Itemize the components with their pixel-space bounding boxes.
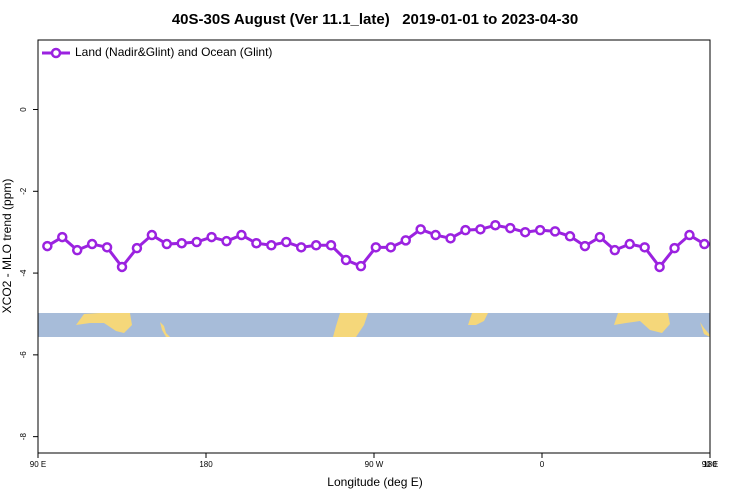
data-point bbox=[609, 244, 621, 256]
x-tick-label: 180 bbox=[703, 460, 717, 469]
data-point bbox=[86, 238, 98, 250]
legend-marker bbox=[50, 47, 62, 59]
data-point bbox=[624, 238, 635, 250]
data-point bbox=[236, 229, 247, 241]
data-point bbox=[684, 229, 695, 241]
y-axis-label: XCO2 - MLO trend (ppm) bbox=[0, 179, 14, 314]
x-axis-label: Longitude (deg E) bbox=[327, 475, 422, 489]
y-tick-label: -2 bbox=[19, 187, 28, 195]
data-point bbox=[579, 240, 591, 252]
data-point bbox=[191, 236, 202, 248]
data-point bbox=[505, 222, 516, 234]
data-point bbox=[430, 229, 441, 241]
data-point bbox=[176, 237, 187, 249]
data-point bbox=[549, 226, 561, 237]
data-point bbox=[400, 235, 411, 246]
data-point bbox=[370, 242, 382, 253]
x-tick-label: 180 bbox=[199, 460, 213, 469]
data-point bbox=[564, 231, 576, 242]
data-point bbox=[295, 242, 307, 253]
y-tick-label: -6 bbox=[19, 351, 28, 359]
data-point bbox=[310, 240, 322, 251]
y-tick-label: -4 bbox=[19, 269, 28, 277]
data-point bbox=[57, 231, 68, 243]
data-point bbox=[594, 231, 606, 243]
data-point bbox=[266, 240, 277, 251]
data-point bbox=[445, 233, 456, 244]
legend-label: Land (Nadir&Glint) and Ocean (Glint) bbox=[75, 45, 272, 59]
data-point bbox=[355, 260, 367, 272]
data-point bbox=[415, 224, 426, 235]
data-point bbox=[475, 224, 486, 235]
data-point bbox=[161, 238, 173, 250]
data-point bbox=[281, 236, 292, 248]
data-point bbox=[460, 224, 471, 236]
data-point bbox=[699, 238, 710, 250]
data-point bbox=[534, 224, 546, 236]
data-point bbox=[669, 242, 680, 254]
chart-title: 40S-30S August (Ver 11.1_late) 2019-01-0… bbox=[172, 11, 578, 28]
data-point bbox=[340, 254, 352, 266]
data-point bbox=[639, 242, 650, 253]
data-point bbox=[490, 219, 501, 231]
data-point bbox=[251, 237, 262, 249]
data-point bbox=[71, 244, 83, 256]
y-tick-label: 0 bbox=[19, 107, 28, 112]
data-point bbox=[385, 242, 397, 253]
data-point bbox=[116, 261, 128, 273]
data-point bbox=[131, 242, 143, 254]
map-strip bbox=[38, 313, 710, 337]
data-point bbox=[42, 240, 53, 252]
data-point bbox=[325, 240, 337, 251]
x-tick-label: 90 E bbox=[30, 460, 46, 469]
x-tick-label: 0 bbox=[540, 460, 545, 469]
data-point bbox=[146, 229, 158, 241]
y-tick-label: -8 bbox=[19, 433, 28, 441]
data-point bbox=[206, 231, 217, 243]
data-point bbox=[519, 226, 531, 238]
data-point bbox=[221, 235, 232, 247]
x-tick-label: 90 W bbox=[365, 460, 384, 469]
x-tick-label: 90 E bbox=[702, 460, 718, 469]
data-point bbox=[654, 261, 665, 273]
data-point bbox=[101, 242, 113, 253]
